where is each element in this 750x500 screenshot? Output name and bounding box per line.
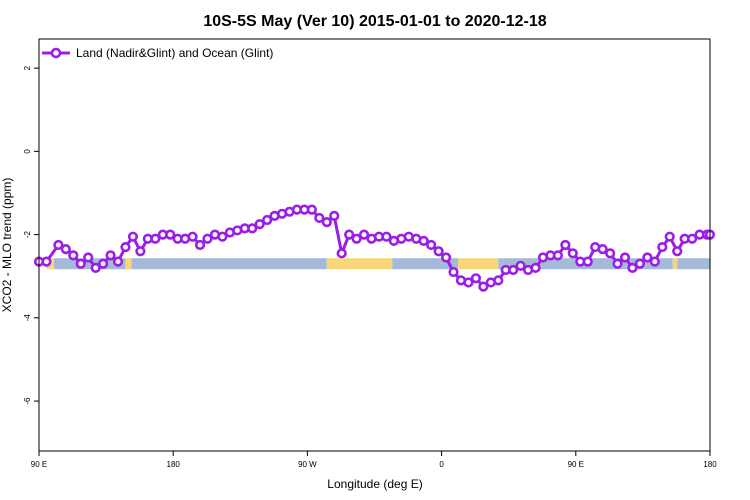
data-point xyxy=(247,223,258,234)
data-point xyxy=(582,256,593,267)
strip-segment-ocean xyxy=(392,258,459,270)
data-point xyxy=(649,256,660,267)
data-point xyxy=(530,262,541,273)
data-point xyxy=(642,252,653,263)
data-point xyxy=(515,260,526,271)
data-point xyxy=(150,233,161,244)
data-point xyxy=(567,248,578,259)
x-tick-label: 180 xyxy=(167,460,181,469)
data-point xyxy=(433,246,444,257)
x-tick-label: 90 E xyxy=(568,460,584,469)
land-ocean-strip xyxy=(46,258,710,270)
legend: Land (Nadir&Glint) and Ocean (Glint) xyxy=(42,46,273,60)
x-tick-label: 180 xyxy=(703,460,717,469)
data-point xyxy=(165,229,176,240)
data-point xyxy=(187,231,198,242)
data-point xyxy=(604,248,616,259)
y-tick-label: 2 xyxy=(23,65,32,70)
data-point xyxy=(321,217,332,228)
data-point xyxy=(657,241,668,253)
data-point xyxy=(426,239,437,251)
strip-segment-ocean xyxy=(677,258,710,270)
data-point xyxy=(68,250,79,261)
data-point xyxy=(194,239,206,251)
x-tick-label: 90 E xyxy=(31,460,47,469)
data-point xyxy=(120,241,131,253)
data-point xyxy=(254,219,265,230)
y-tick-label: -2 xyxy=(23,230,32,238)
data-point xyxy=(470,273,481,284)
strip-segment-land xyxy=(672,258,678,270)
data-point xyxy=(687,233,698,244)
data-point xyxy=(358,229,370,240)
strip-segment-land xyxy=(458,258,499,270)
data-point xyxy=(90,262,101,273)
x-axis-label: Longitude (deg E) xyxy=(327,477,422,491)
chart-title: 10S-5S May (Ver 10) 2015-01-01 to 2020-1… xyxy=(203,13,546,30)
series-layer xyxy=(33,204,716,292)
y-tick-label: 0 xyxy=(23,149,32,154)
data-point xyxy=(83,252,94,263)
data-point xyxy=(463,277,474,288)
data-point xyxy=(478,281,489,292)
data-point xyxy=(672,246,683,257)
data-point xyxy=(41,256,52,267)
y-axis: 2 0 -2 -4 -6 xyxy=(23,65,39,405)
data-point xyxy=(493,275,504,286)
x-tick-label: 90 W xyxy=(298,460,317,469)
strip-segment-ocean xyxy=(131,258,327,270)
data-point xyxy=(127,231,139,242)
data-point xyxy=(336,248,347,259)
data-point xyxy=(508,264,519,276)
data-point xyxy=(619,252,631,263)
y-axis-label: XCO2 - MLO trend (ppm) xyxy=(0,178,14,313)
data-point xyxy=(217,231,228,242)
data-point xyxy=(612,258,623,269)
strip-segment-land xyxy=(326,258,393,270)
data-point xyxy=(202,233,213,244)
data-point xyxy=(597,244,608,255)
data-point xyxy=(552,250,564,261)
data-point xyxy=(344,229,355,240)
data-point xyxy=(351,233,362,244)
data-point xyxy=(448,266,459,278)
data-point xyxy=(306,204,317,215)
strip-segment-land xyxy=(125,258,132,270)
data-point xyxy=(105,250,116,261)
data-point xyxy=(634,258,646,269)
data-point xyxy=(53,239,64,251)
data-point xyxy=(60,244,71,255)
data-point xyxy=(112,256,124,267)
strip-segment-ocean xyxy=(53,258,126,270)
data-point xyxy=(329,210,340,221)
x-tick-label: 0 xyxy=(439,460,444,469)
data-point xyxy=(98,258,109,269)
data-point xyxy=(627,262,638,273)
data-point xyxy=(135,246,146,257)
legend-marker-swatch xyxy=(50,47,62,59)
legend-entry: Land (Nadir&Glint) and Ocean (Glint) xyxy=(76,46,273,60)
data-point xyxy=(664,231,675,242)
x-axis: 90 E 180 90 W 0 90 E 180 xyxy=(31,451,717,469)
y-tick-label: -6 xyxy=(23,397,32,405)
y-tick-label: -4 xyxy=(23,314,32,322)
data-point xyxy=(314,212,325,224)
plot-frame xyxy=(38,38,711,452)
data-point xyxy=(560,239,571,251)
data-point xyxy=(75,258,86,269)
data-point xyxy=(418,235,429,246)
data-point xyxy=(381,231,392,242)
data-point xyxy=(440,252,452,263)
data-point xyxy=(262,214,273,226)
